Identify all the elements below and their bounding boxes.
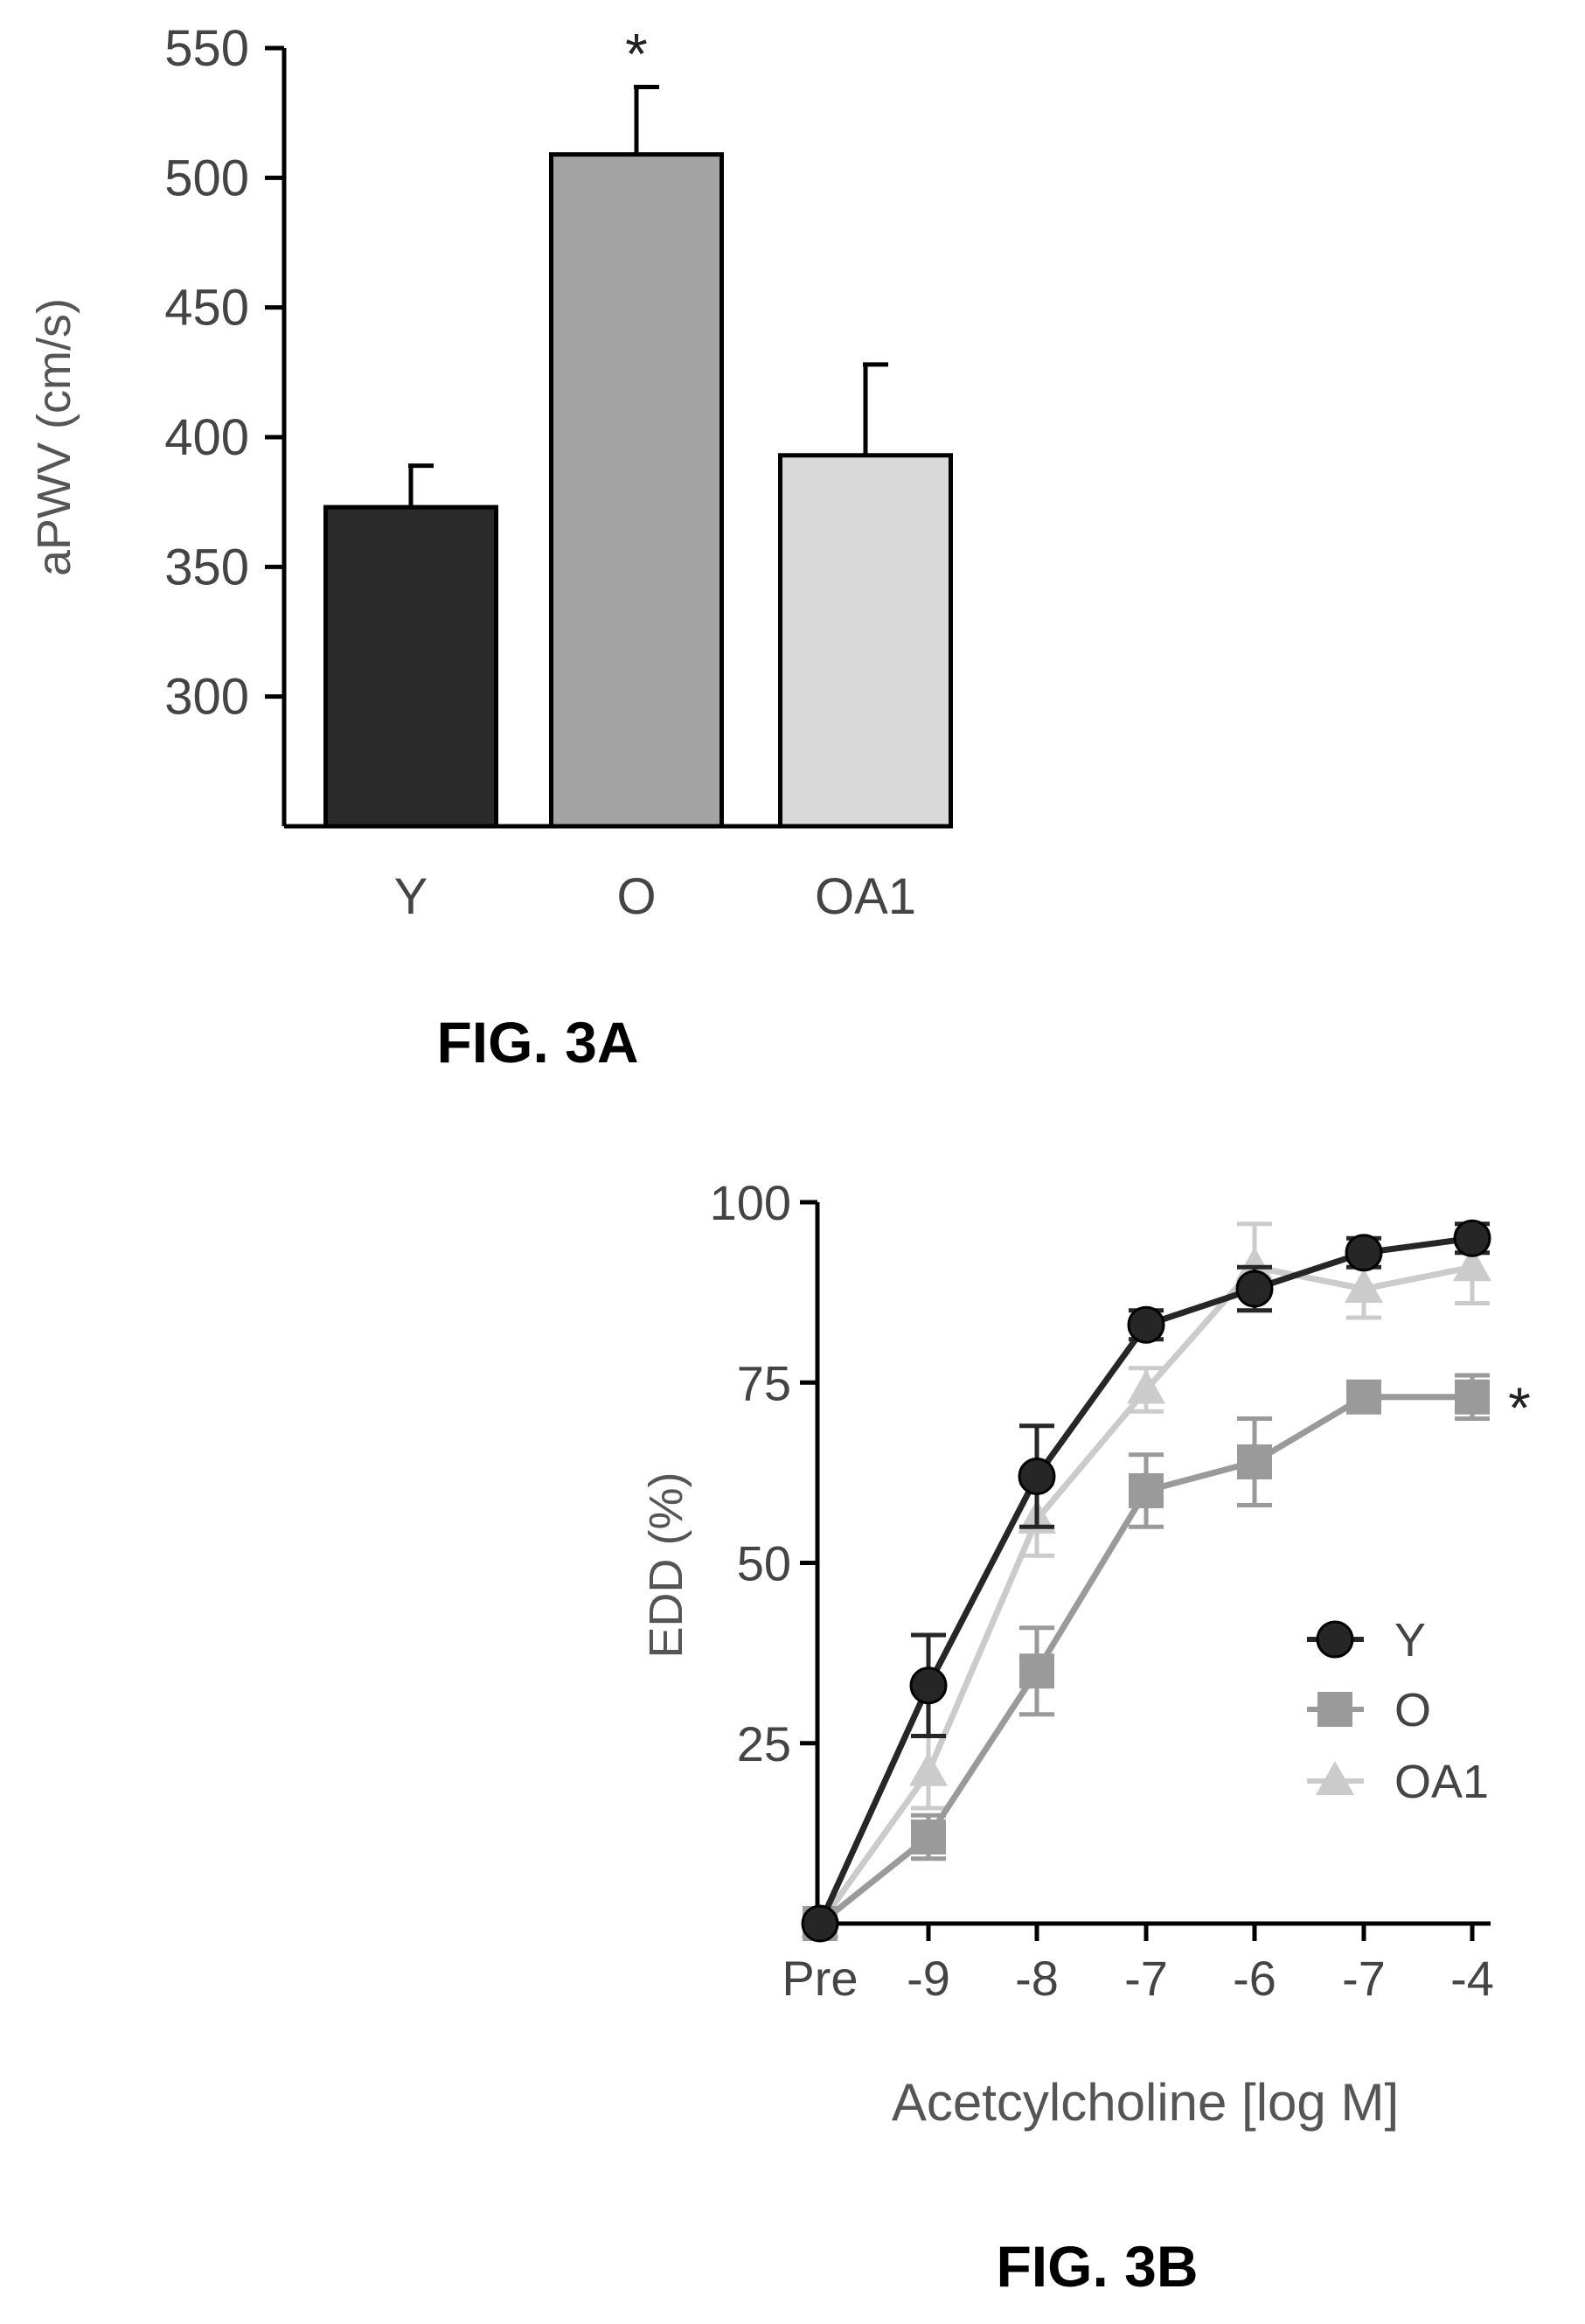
chart-3b-x-axis-title: Acetcylcholine [log M] bbox=[892, 2073, 1399, 2132]
chart-3b-point-y bbox=[1018, 1458, 1056, 1495]
chart-3b-legend-marker bbox=[1317, 1692, 1352, 1727]
chart-3b-legend-marker bbox=[1316, 1620, 1354, 1659]
chart-3b-x-tick-label: -4 bbox=[1450, 1951, 1494, 2006]
chart-3a-y-tick-label: 400 bbox=[164, 409, 249, 466]
chart-3b-y-tick-label: 75 bbox=[737, 1355, 791, 1410]
chart-3a-y-tick-label: 500 bbox=[164, 150, 249, 206]
chart-3a-x-tick-label: OA1 bbox=[815, 868, 916, 925]
chart-3b-point-oa1 bbox=[1453, 1247, 1491, 1282]
chart-3a-x-tick-label: Y bbox=[394, 868, 428, 925]
chart-3a-y-tick-label: 350 bbox=[164, 539, 249, 595]
chart-3b-point-o bbox=[1346, 1379, 1381, 1415]
chart-3b-series-o bbox=[803, 1373, 1490, 1941]
chart-3b-y-tick-label: 100 bbox=[710, 1175, 791, 1230]
chart-3b-point-y bbox=[1127, 1305, 1165, 1344]
chart-3b-point-o bbox=[1129, 1473, 1164, 1508]
chart-3b: 25 50 75 100 Pre -9 -8 -7 -6 -7 -4 * YO OA1 EDD (%… bbox=[640, 1175, 1531, 2299]
chart-3b-point-y bbox=[1235, 1270, 1274, 1308]
chart-3b-legend-marker bbox=[1316, 1761, 1354, 1795]
chart-3b-legend-label: OA1 bbox=[1394, 1756, 1489, 1808]
chart-3b-point-o bbox=[1019, 1653, 1054, 1689]
chart-3b-point-oa1 bbox=[1235, 1247, 1274, 1282]
chart-3b-legend-label: Y bbox=[1394, 1614, 1426, 1666]
chart-3a-y-tick-label: 300 bbox=[164, 669, 249, 726]
chart-3b-y-axis-title: EDD (%) bbox=[640, 1472, 692, 1659]
chart-3a-bar-y bbox=[323, 504, 498, 829]
chart-3b-point-y bbox=[1453, 1219, 1491, 1257]
chart-3a-y-tick-label: 550 bbox=[164, 20, 249, 77]
chart-3b-x-tick-label: Pre bbox=[782, 1951, 858, 2006]
chart-3a-significance-marker: * bbox=[625, 22, 648, 87]
chart-3b-caption: FIG. 3B bbox=[996, 2234, 1198, 2299]
chart-3b-x-tick-label: -9 bbox=[907, 1951, 950, 2006]
chart-3b-legend-label: O bbox=[1394, 1684, 1431, 1736]
chart-3b-point-y bbox=[1345, 1234, 1383, 1272]
chart-3b-y-tick-label: 25 bbox=[737, 1716, 791, 1771]
chart-3a-caption: FIG. 3A bbox=[436, 1010, 638, 1075]
chart-3a-bar-o bbox=[549, 152, 724, 829]
chart-3b-series-y bbox=[801, 1219, 1491, 1943]
chart-3b-point-oa1 bbox=[1127, 1369, 1165, 1404]
chart-3a-x-tick-label: O bbox=[616, 868, 656, 925]
chart-3b-point-y bbox=[909, 1666, 948, 1705]
chart-3b-point-y bbox=[801, 1904, 839, 1943]
chart-3a-y-tick-label: 450 bbox=[164, 280, 249, 337]
chart-3b-point-o bbox=[1237, 1444, 1272, 1479]
chart-3a: 300 350 400 450 500 550 * Y O OA1 aPWV (cm/s) F… bbox=[28, 20, 953, 1075]
chart-3b-point-o bbox=[1455, 1379, 1490, 1415]
chart-3b-x-tick-label: -7 bbox=[1124, 1951, 1168, 2006]
chart-3a-y-axis-title: aPWV (cm/s) bbox=[28, 298, 80, 576]
chart-3b-x-tick-label: -8 bbox=[1015, 1951, 1059, 2006]
chart-3b-x-tick-label: -6 bbox=[1233, 1951, 1276, 2006]
chart-3a-bar-oa1 bbox=[778, 453, 953, 829]
chart-3b-legend: YO OA1 bbox=[1307, 1614, 1489, 1808]
chart-3b-point-o bbox=[911, 1820, 946, 1854]
chart-3b-y-tick-label: 50 bbox=[737, 1536, 791, 1591]
chart-3b-point-oa1 bbox=[1345, 1269, 1383, 1303]
chart-3b-significance-marker: * bbox=[1508, 1375, 1531, 1440]
chart-3b-x-tick-label: -7 bbox=[1342, 1951, 1386, 2006]
chart-3b-point-oa1 bbox=[909, 1751, 948, 1786]
